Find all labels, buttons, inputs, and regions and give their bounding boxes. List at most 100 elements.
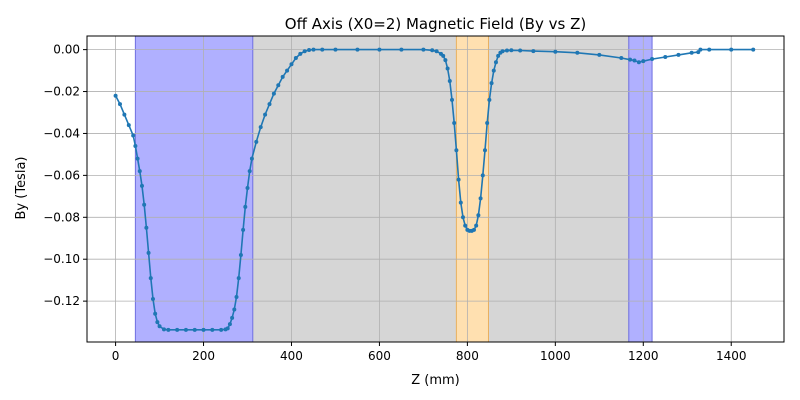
data-point [161,327,166,332]
y-tick-label: −0.08 [43,210,80,224]
data-point [493,60,498,65]
data-point [320,47,325,52]
data-point [441,53,446,58]
x-tick-label: 200 [192,349,215,363]
data-point [307,48,312,53]
data-point [157,324,162,329]
y-tick-label: −0.02 [43,85,80,99]
data-point [126,123,131,128]
data-point [133,144,138,149]
data-point [311,47,316,52]
data-point [698,47,703,52]
data-point [230,315,235,320]
x-tick-label: 0 [112,349,120,363]
data-point [238,253,243,258]
x-tick-label: 1000 [540,349,571,363]
data-point [271,91,276,96]
data-point [131,133,136,138]
data-point [247,169,252,174]
data-point [135,156,140,161]
data-point [454,148,459,153]
data-point [650,57,655,62]
data-point [249,156,254,161]
data-point [575,50,580,55]
data-point [482,148,487,153]
data-point [236,276,241,281]
data-point [689,50,694,55]
data-point [241,227,246,232]
x-tick-label: 400 [280,349,303,363]
data-point [146,250,151,255]
data-point [139,183,144,188]
data-point [210,327,215,332]
shaded-regions [134,36,653,342]
data-point [232,307,237,312]
data-point [234,294,239,299]
data-point [289,62,294,67]
data-point [276,83,281,88]
gray-region [252,36,629,342]
data-point [258,125,263,130]
x-tick-label: 1400 [716,349,747,363]
data-point [153,311,158,316]
data-point [142,202,147,207]
data-point [531,49,536,54]
data-point [463,223,468,228]
data-point [509,48,514,53]
data-point [267,102,272,107]
chart-title: Off Axis (X0=2) Magnetic Field (By vs Z) [285,15,586,33]
data-point [452,120,457,125]
data-point [500,49,505,54]
data-point [245,185,250,190]
data-point [456,177,461,182]
data-point [430,48,435,53]
data-point [489,81,494,86]
y-axis: 0.00 −0.02 −0.04 −0.06 −0.08 −0.10 −0.12 [43,43,87,308]
data-point [449,97,454,102]
data-point [377,47,382,52]
data-point [293,56,298,61]
data-point [166,327,171,332]
data-point [434,49,439,54]
data-point [663,54,668,59]
data-point [175,327,180,332]
data-point [597,52,602,57]
data-point [254,139,259,144]
data-point [676,52,681,57]
data-point [155,320,160,325]
data-point [628,57,633,62]
data-point [476,213,481,218]
data-point [474,223,479,228]
data-point [263,112,268,117]
data-point [619,56,624,61]
y-tick-label: −0.12 [43,294,80,308]
data-point [485,120,490,125]
y-tick-label: 0.00 [53,43,80,57]
x-axis: 0 200 400 600 800 1000 1200 1400 [112,342,747,363]
gridlines [87,36,784,342]
data-point [122,112,127,117]
data-point [227,322,232,327]
data-point [504,48,509,53]
data-point [219,327,224,332]
data-point [144,225,149,230]
x-tick-label: 600 [368,349,391,363]
data-point [137,169,142,174]
data-point [333,47,338,52]
data-point [183,327,188,332]
data-point [298,51,303,56]
data-point [421,47,426,52]
data-point [243,204,248,209]
data-point [491,68,496,73]
data-point [478,196,483,201]
data-point [518,48,523,53]
data-point [201,327,206,332]
blue-region [135,36,253,342]
y-tick-label: −0.10 [43,252,80,266]
data-point [225,326,230,331]
data-point [192,327,197,332]
data-point [553,49,558,54]
orange-region [456,36,489,342]
y-tick-label: −0.06 [43,168,80,182]
data-series [113,47,756,332]
